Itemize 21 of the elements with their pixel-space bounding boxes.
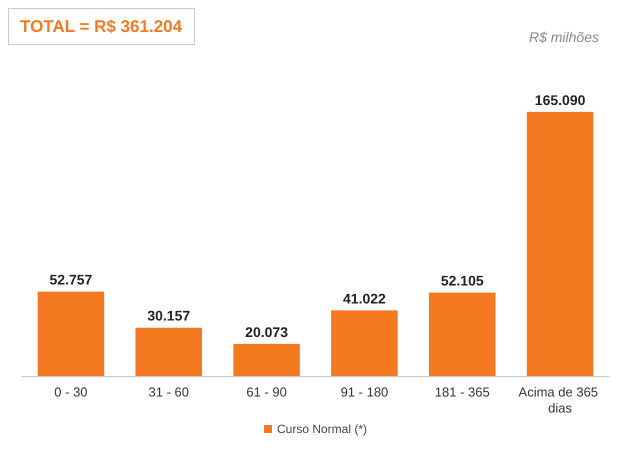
x-tick-label: 181 - 365	[434, 384, 490, 400]
data-label: 52.757	[50, 272, 93, 288]
x-tick-label: 31 - 60	[148, 384, 189, 400]
text: R$ milhões	[528, 29, 600, 45]
bar	[331, 310, 398, 376]
bar	[38, 292, 104, 376]
bar	[526, 112, 594, 376]
x-tick-label: 0 - 30	[54, 384, 88, 400]
data-label: 20.073	[245, 324, 288, 340]
bar	[233, 344, 300, 376]
x-tick-label: 91 - 180	[340, 384, 388, 400]
data-label: 165.090	[534, 92, 586, 108]
chart-title: TOTAL = R$ 361.204	[20, 17, 183, 36]
x-tick-label: Acima de 365 dias	[518, 384, 602, 416]
data-label: 41.022	[343, 290, 386, 306]
data-label: 52.105	[440, 272, 484, 289]
bar	[135, 328, 202, 376]
data-label: 30.157	[147, 308, 190, 324]
x-tick-label: 61 - 90	[246, 384, 287, 400]
bar	[428, 292, 496, 376]
legend-label: Curso Normal (*)	[276, 422, 368, 436]
